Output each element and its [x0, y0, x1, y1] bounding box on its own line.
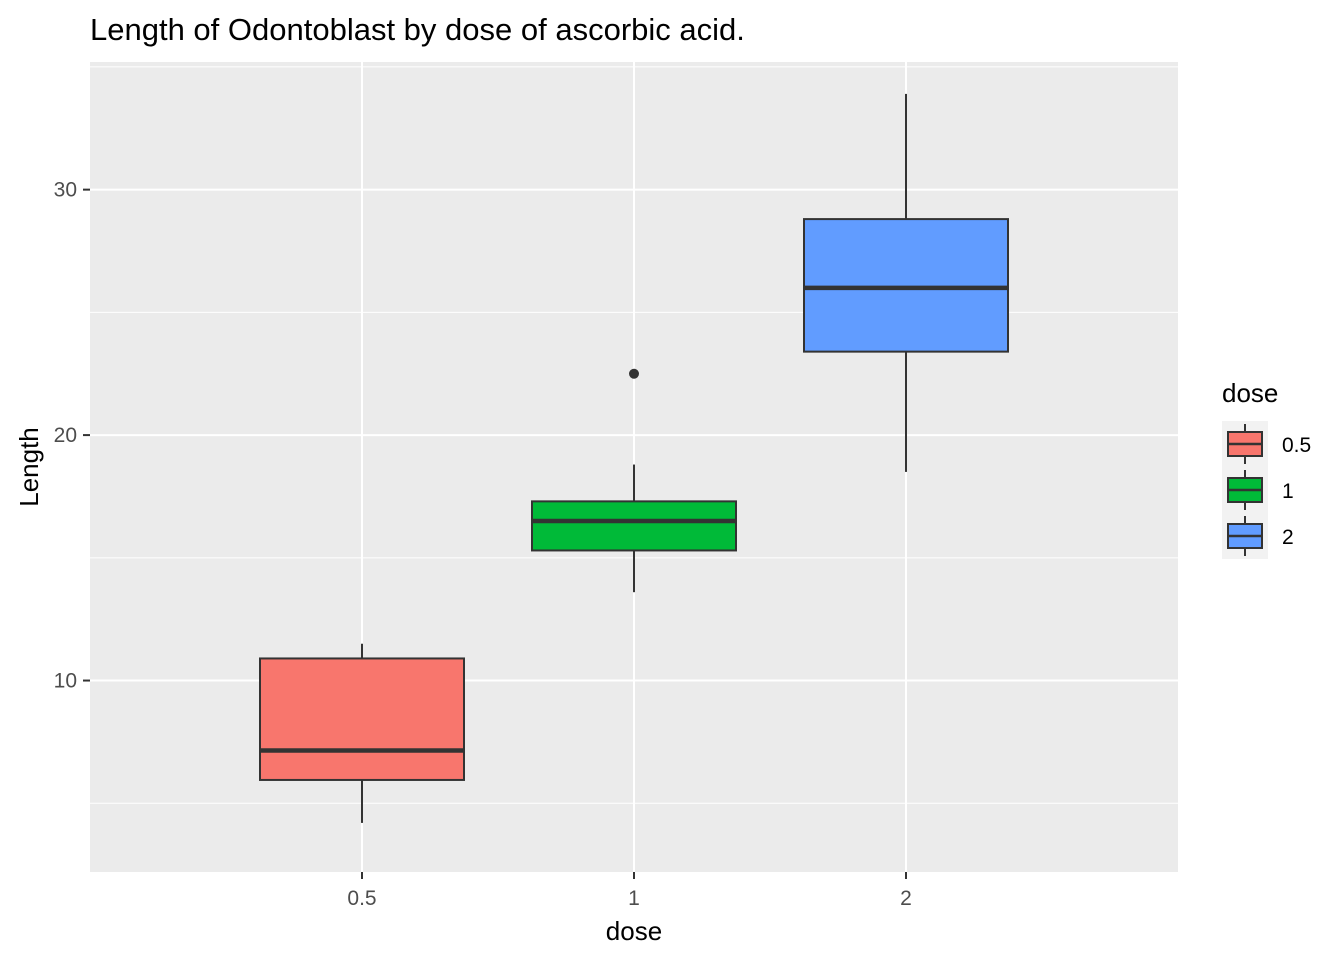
- legend-key: [1222, 467, 1268, 513]
- box: [531, 500, 737, 552]
- legend-label: 0.5: [1282, 434, 1311, 457]
- x-tick-label: 0.5: [347, 887, 376, 910]
- x-axis-title: dose: [606, 916, 662, 946]
- legend-label: 2: [1282, 526, 1294, 549]
- chart-title: Length of Odontoblast by dose of ascorbi…: [90, 12, 745, 47]
- y-axis-title: Length: [14, 427, 44, 507]
- boxes: [259, 93, 1009, 823]
- box: [259, 657, 465, 781]
- box-group: [531, 368, 737, 593]
- y-axis: 10 20 30: [54, 179, 90, 693]
- legend: dose 0.5 1 2: [1222, 378, 1311, 559]
- box: [803, 218, 1009, 353]
- legend-title: dose: [1222, 378, 1278, 408]
- x-axis: 0.5 1 2: [347, 872, 912, 910]
- y-tick-label: 20: [54, 424, 77, 447]
- x-tick-label: 1: [628, 887, 640, 910]
- legend-label: 1: [1282, 480, 1294, 503]
- y-tick-label: 30: [54, 179, 77, 202]
- outlier-point: [629, 368, 639, 379]
- y-tick-label: 10: [54, 670, 77, 693]
- legend-key: [1222, 421, 1268, 467]
- legend-key: [1222, 513, 1268, 559]
- x-tick-label: 2: [900, 887, 912, 910]
- box-group: [803, 93, 1009, 472]
- box-group: [259, 643, 465, 823]
